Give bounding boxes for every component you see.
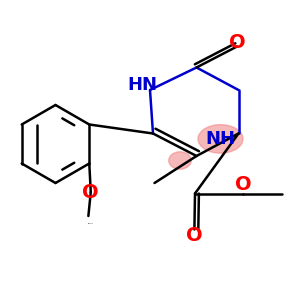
Text: HN: HN (128, 76, 158, 94)
Text: O: O (82, 182, 99, 202)
Text: methoxy: methoxy (88, 222, 94, 224)
Text: O: O (229, 33, 245, 52)
Text: O: O (186, 226, 203, 245)
Text: O: O (235, 175, 251, 194)
Ellipse shape (169, 152, 191, 169)
Ellipse shape (198, 124, 243, 153)
Text: NH: NH (206, 130, 236, 148)
